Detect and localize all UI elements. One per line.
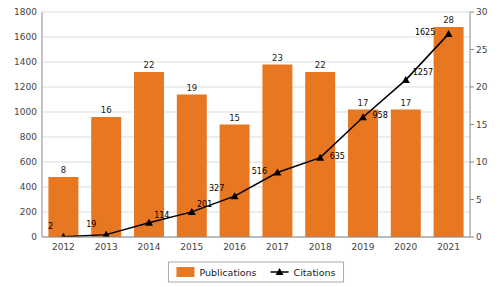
marker — [273, 169, 281, 176]
bar — [177, 95, 207, 238]
line-label: 201 — [197, 200, 212, 209]
y2-tick — [470, 237, 474, 238]
y2-tick — [470, 124, 474, 125]
y-tick-label: 400 — [20, 182, 37, 192]
y2-axis — [470, 12, 471, 237]
legend-marker — [276, 268, 284, 275]
y-tick-label: 800 — [20, 132, 37, 142]
marker — [102, 231, 110, 237]
data-labels: 8 16 22 19 15 23 22 17 17 28 2 19 114 201 327 516 635 958… — [48, 15, 454, 231]
bar-label: 8 — [61, 165, 66, 175]
bar-label: 28 — [443, 15, 454, 25]
line-label: 635 — [330, 152, 345, 161]
grid-line — [42, 37, 470, 38]
legend-swatch — [176, 267, 194, 277]
y2-tick-label: 10 — [476, 157, 488, 167]
line-label: 114 — [154, 211, 169, 220]
marker — [59, 233, 67, 237]
bar-label: 16 — [101, 105, 112, 115]
marker — [145, 219, 153, 226]
line — [63, 34, 448, 237]
y-tick-label: 200 — [20, 207, 37, 217]
line-label: 2 — [48, 222, 53, 231]
y2-tick — [470, 12, 474, 13]
y2-tick-label: 5 — [476, 195, 482, 205]
legend-frame — [168, 262, 343, 282]
line-label: 958 — [372, 111, 387, 120]
x-tick-label: 2013 — [95, 242, 118, 252]
bar — [48, 177, 78, 237]
grid-line — [42, 237, 470, 238]
x-axis — [42, 237, 470, 238]
x-tick-label: 2017 — [266, 242, 289, 252]
grid-line — [42, 12, 470, 13]
line-label: 327 — [209, 184, 224, 193]
marker — [188, 208, 196, 215]
legend-label: Citations — [294, 267, 336, 278]
grid-line — [42, 62, 470, 63]
y-tick-label: 600 — [20, 157, 37, 167]
x-tick-label: 2019 — [352, 242, 375, 252]
line-label: 1257 — [413, 68, 433, 77]
bar — [220, 125, 250, 238]
bar-label: 17 — [358, 98, 369, 108]
x-tick-label: 2014 — [138, 242, 161, 252]
y-axis — [42, 12, 43, 237]
bar-label: 19 — [186, 83, 197, 93]
bar-label: 22 — [315, 60, 326, 70]
y2-tick — [470, 199, 474, 200]
marker — [316, 154, 324, 161]
plot-area — [48, 27, 463, 237]
y2-tick — [470, 49, 474, 50]
bar-label: 23 — [272, 53, 283, 63]
y2-tick-label: 0 — [476, 232, 482, 242]
marker — [231, 192, 239, 199]
line-label: 19 — [86, 220, 96, 229]
bar-label: 17 — [400, 98, 411, 108]
y2-tick-label: 25 — [476, 45, 487, 55]
x-tick-label: 2012 — [52, 242, 75, 252]
legend-item: Publications — [176, 267, 256, 278]
y2-tick — [470, 87, 474, 88]
x-tick-label: 2018 — [309, 242, 332, 252]
legend-item: Citations — [271, 267, 336, 278]
y-tick-label: 1400 — [14, 57, 37, 67]
x-tick-label: 2020 — [394, 242, 417, 252]
chart: 0 200 400 600 800 1000 1200 1400 1600 1800 0 5 10 15 2… — [0, 0, 500, 287]
y-tick-label: 1600 — [14, 32, 37, 42]
line-label: 1625 — [415, 28, 435, 37]
y-tick-label: 1200 — [14, 82, 37, 92]
y2-tick-label: 30 — [476, 7, 488, 17]
y2-tick — [470, 162, 474, 163]
y-tick-label: 1800 — [14, 7, 37, 17]
y-tick-label: 0 — [31, 232, 37, 242]
marker — [445, 30, 453, 37]
bar — [434, 27, 464, 237]
bar — [391, 110, 421, 238]
bar — [348, 110, 378, 238]
marker — [402, 76, 410, 83]
legend: Publications Citations — [168, 262, 343, 282]
bar-label: 15 — [229, 113, 240, 123]
y2-tick-label: 20 — [476, 82, 488, 92]
y-tick-label: 1000 — [14, 107, 37, 117]
legend-label: Publications — [199, 267, 256, 278]
x-tick-label: 2015 — [180, 242, 203, 252]
line-label: 516 — [252, 167, 267, 176]
bar-label: 22 — [144, 60, 155, 70]
bar — [262, 65, 292, 238]
marker — [359, 113, 367, 120]
y2-tick-label: 15 — [476, 120, 487, 130]
x-tick-label: 2021 — [437, 242, 460, 252]
x-tick-label: 2016 — [223, 242, 246, 252]
grid-line — [42, 87, 470, 88]
